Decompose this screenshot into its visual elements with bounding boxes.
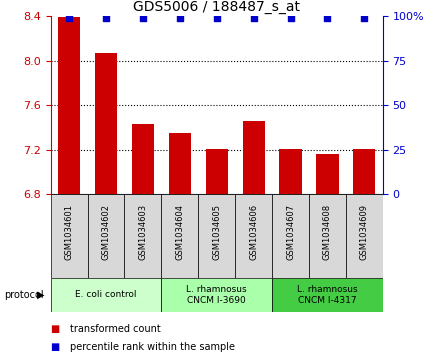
Bar bbox=[235, 194, 272, 278]
Text: ■: ■ bbox=[51, 323, 60, 334]
Text: GSM1034601: GSM1034601 bbox=[65, 204, 73, 260]
Point bbox=[66, 15, 73, 21]
Text: GSM1034606: GSM1034606 bbox=[249, 204, 258, 260]
Text: ■: ■ bbox=[51, 342, 60, 352]
Text: transformed count: transformed count bbox=[70, 323, 161, 334]
Point bbox=[103, 15, 110, 21]
Text: GSM1034602: GSM1034602 bbox=[102, 204, 110, 260]
Bar bbox=[169, 133, 191, 194]
Point bbox=[361, 15, 368, 21]
Bar bbox=[125, 194, 161, 278]
Bar bbox=[346, 194, 383, 278]
Text: L. rhamnosus
CNCM I-3690: L. rhamnosus CNCM I-3690 bbox=[187, 285, 247, 305]
Bar bbox=[161, 194, 198, 278]
Bar bbox=[198, 194, 235, 278]
Bar bbox=[95, 53, 117, 194]
Text: GSM1034603: GSM1034603 bbox=[138, 204, 147, 260]
Bar bbox=[272, 278, 383, 312]
Bar bbox=[272, 194, 309, 278]
Bar bbox=[51, 194, 88, 278]
Text: percentile rank within the sample: percentile rank within the sample bbox=[70, 342, 235, 352]
Bar bbox=[309, 194, 346, 278]
Bar bbox=[161, 278, 272, 312]
Text: GSM1034604: GSM1034604 bbox=[175, 204, 184, 260]
Bar bbox=[58, 17, 80, 194]
Text: protocol: protocol bbox=[4, 290, 44, 300]
Bar bbox=[132, 124, 154, 194]
Text: L. rhamnosus
CNCM I-4317: L. rhamnosus CNCM I-4317 bbox=[297, 285, 358, 305]
Text: E. coli control: E. coli control bbox=[75, 290, 137, 299]
Title: GDS5006 / 188487_s_at: GDS5006 / 188487_s_at bbox=[133, 0, 300, 14]
Point bbox=[250, 15, 257, 21]
Text: GSM1034605: GSM1034605 bbox=[212, 204, 221, 260]
Bar bbox=[279, 148, 301, 194]
Point bbox=[176, 15, 183, 21]
Bar bbox=[51, 278, 161, 312]
Bar bbox=[242, 121, 265, 194]
Text: GSM1034609: GSM1034609 bbox=[360, 204, 369, 260]
Bar bbox=[88, 194, 125, 278]
Bar bbox=[353, 148, 375, 194]
Text: GSM1034607: GSM1034607 bbox=[286, 204, 295, 260]
Point bbox=[324, 15, 331, 21]
Text: ▶: ▶ bbox=[37, 290, 44, 300]
Point bbox=[287, 15, 294, 21]
Bar bbox=[205, 148, 228, 194]
Point bbox=[139, 15, 147, 21]
Bar bbox=[316, 154, 338, 194]
Point bbox=[213, 15, 220, 21]
Text: GSM1034608: GSM1034608 bbox=[323, 204, 332, 260]
